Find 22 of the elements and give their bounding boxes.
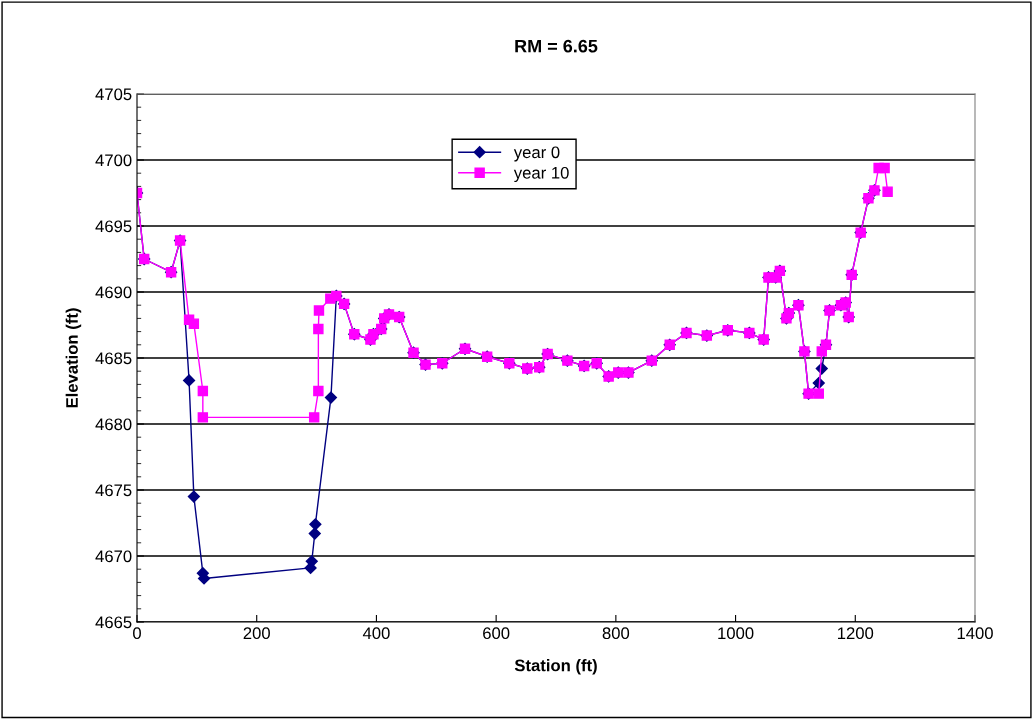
y-tick-label: 4690 — [95, 286, 132, 299]
chart-title: RM = 6.65 — [515, 39, 598, 53]
x-tick-label: 800 — [602, 627, 630, 640]
x-tick-label: 600 — [483, 627, 510, 640]
x-tick-label: 1400 — [957, 627, 993, 640]
x-tick-label: 0 — [133, 627, 141, 640]
y-tick-label: 4680 — [95, 418, 132, 431]
legend-label: year 10 — [513, 166, 569, 183]
legend-label: year 0 — [513, 146, 560, 162]
x-axis-title: Station (ft) — [514, 659, 597, 675]
y-tick-label: 4695 — [95, 220, 132, 233]
x-tick-label: 1000 — [718, 627, 754, 640]
y-tick-label: 4705 — [95, 88, 132, 101]
y-tick-label: 4675 — [95, 484, 132, 497]
y-tick-label: 4700 — [95, 154, 132, 167]
x-tick-label: 400 — [362, 627, 390, 640]
y-tick-label: 4685 — [95, 352, 132, 365]
x-tick-label: 1200 — [838, 627, 874, 640]
x-tick-label: 200 — [243, 627, 270, 640]
y-tick-label: 4670 — [95, 550, 132, 563]
y-axis-title: Elevation (ft) — [65, 308, 82, 408]
y-tick-label: 4665 — [95, 616, 132, 629]
